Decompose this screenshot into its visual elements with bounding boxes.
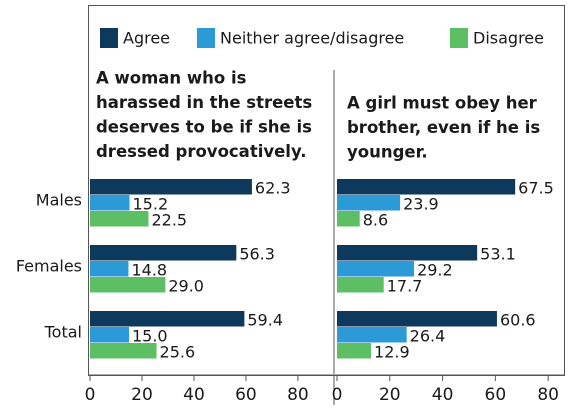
value-label: 12.9 bbox=[374, 343, 410, 362]
x-tick-label: 0 bbox=[85, 385, 96, 405]
bar bbox=[337, 195, 401, 211]
bar bbox=[90, 195, 130, 211]
panel-title: A girl must obey her bbox=[347, 94, 538, 113]
x-tick-label: 60 bbox=[485, 385, 507, 405]
bar bbox=[90, 261, 129, 277]
panel-title: A woman who is bbox=[96, 69, 247, 88]
bar bbox=[90, 211, 149, 227]
value-label: 29.2 bbox=[417, 261, 453, 280]
value-label: 17.7 bbox=[387, 277, 423, 296]
x-tick-label: 80 bbox=[537, 385, 559, 405]
bar bbox=[337, 277, 384, 293]
legend-label: Neither agree/disagree bbox=[220, 29, 404, 48]
bar bbox=[337, 211, 360, 227]
y-tick-label: Females bbox=[16, 257, 82, 276]
bar bbox=[90, 277, 166, 293]
y-tick-label: Males bbox=[36, 191, 82, 210]
value-label: 14.8 bbox=[131, 261, 167, 280]
bar bbox=[337, 179, 516, 195]
legend-label: Agree bbox=[123, 29, 170, 48]
panel-title: younger. bbox=[347, 143, 428, 162]
panel-title: brother, even if he is bbox=[347, 118, 540, 137]
bar bbox=[90, 245, 237, 261]
value-label: 15.0 bbox=[132, 327, 168, 346]
value-label: 26.4 bbox=[410, 327, 446, 346]
value-label: 53.1 bbox=[480, 245, 516, 264]
bar bbox=[90, 327, 129, 343]
value-label: 23.9 bbox=[403, 195, 439, 214]
y-tick-label: Total bbox=[44, 323, 82, 342]
value-label: 25.6 bbox=[160, 343, 196, 362]
value-label: 8.6 bbox=[363, 211, 388, 230]
value-label: 67.5 bbox=[518, 179, 554, 198]
bar bbox=[90, 311, 245, 327]
value-label: 59.4 bbox=[247, 311, 283, 330]
bar bbox=[337, 311, 497, 327]
bar bbox=[337, 343, 372, 359]
value-label: 15.2 bbox=[133, 195, 169, 214]
x-tick-label: 80 bbox=[287, 385, 309, 405]
bar bbox=[90, 343, 157, 359]
bar bbox=[90, 179, 252, 195]
x-tick-label: 20 bbox=[379, 385, 401, 405]
value-label: 29.0 bbox=[168, 277, 204, 296]
legend-swatch bbox=[100, 28, 118, 48]
value-label: 62.3 bbox=[255, 179, 291, 198]
panel-title: dressed provocatively. bbox=[96, 142, 306, 161]
value-label: 56.3 bbox=[239, 245, 275, 264]
x-tick-label: 0 bbox=[332, 385, 343, 405]
bar bbox=[337, 261, 415, 277]
bar bbox=[337, 245, 478, 261]
x-tick-label: 20 bbox=[131, 385, 153, 405]
panel-title: deserves to be if she is bbox=[96, 118, 312, 137]
x-tick-label: 40 bbox=[183, 385, 205, 405]
value-label: 22.5 bbox=[151, 211, 187, 230]
value-label: 60.6 bbox=[500, 311, 536, 330]
legend-swatch bbox=[197, 28, 215, 48]
panel-title: harassed in the streets bbox=[96, 93, 312, 112]
x-tick-label: 60 bbox=[235, 385, 257, 405]
x-tick-label: 40 bbox=[432, 385, 454, 405]
legend-swatch bbox=[450, 28, 468, 48]
legend-label: Disagree bbox=[473, 29, 544, 48]
bar bbox=[337, 327, 407, 343]
